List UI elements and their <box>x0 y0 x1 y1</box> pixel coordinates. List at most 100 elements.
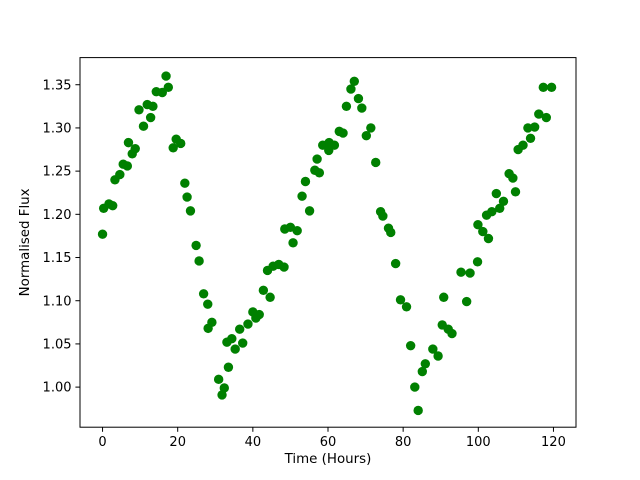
x-tick-label: 80 <box>395 435 412 450</box>
y-tick-label: 1.15 <box>43 251 72 266</box>
data-point <box>138 121 149 131</box>
data-point <box>134 105 144 115</box>
data-point <box>417 366 428 377</box>
data-point <box>180 178 190 188</box>
data-point <box>182 192 192 202</box>
data-point <box>518 140 528 150</box>
data-point <box>525 133 536 143</box>
y-axis: 1.00 1.05 1.10 1.15 1.20 1.25 1.30 1.35 <box>43 78 80 396</box>
data-point <box>478 226 488 237</box>
data-point <box>292 226 302 236</box>
data-points <box>97 71 557 416</box>
data-point <box>207 317 217 328</box>
x-tick-label: 60 <box>320 435 337 450</box>
data-point <box>115 169 125 180</box>
data-point <box>491 188 502 199</box>
data-point <box>529 122 540 132</box>
data-point <box>508 173 518 183</box>
data-point <box>410 382 420 392</box>
data-point <box>329 140 340 150</box>
data-point <box>353 93 364 104</box>
data-point <box>288 238 298 248</box>
data-point <box>357 103 367 113</box>
data-point <box>395 295 406 305</box>
data-point <box>413 405 423 416</box>
data-point <box>366 123 376 133</box>
x-tick-label: 0 <box>98 435 106 450</box>
data-point <box>498 196 509 207</box>
data-point <box>346 84 356 94</box>
data-point <box>371 157 381 168</box>
y-axis-label: Normalised Flux <box>18 188 33 296</box>
data-point <box>107 200 118 211</box>
data-point <box>386 227 396 238</box>
data-point <box>361 131 372 141</box>
data-point <box>510 187 521 197</box>
data-point <box>227 334 237 344</box>
data-point <box>495 203 505 213</box>
data-point <box>300 176 311 187</box>
data-point <box>349 76 360 86</box>
data-point <box>148 101 158 112</box>
data-point <box>312 154 322 164</box>
data-point <box>341 101 352 112</box>
x-tick-label: 120 <box>541 435 566 450</box>
data-point <box>130 143 140 154</box>
data-point <box>420 359 431 369</box>
data-point <box>230 344 240 354</box>
data-point <box>538 82 549 93</box>
data-point <box>541 112 552 123</box>
data-point <box>163 82 174 93</box>
data-point <box>254 309 264 320</box>
y-tick-label: 1.00 <box>43 381 72 396</box>
data-point <box>401 302 412 312</box>
data-point <box>487 207 497 217</box>
data-point <box>203 299 213 309</box>
y-tick-label: 1.30 <box>43 122 72 137</box>
data-point <box>534 109 544 119</box>
data-point <box>314 168 325 178</box>
data-point <box>461 296 472 307</box>
data-point <box>297 191 307 201</box>
y-tick-label: 1.35 <box>43 78 72 93</box>
data-point <box>122 161 133 171</box>
data-point <box>161 71 171 81</box>
data-point <box>338 128 348 138</box>
data-point <box>465 268 475 278</box>
data-point <box>405 340 416 351</box>
x-axis-label: Time (Hours) <box>284 452 372 467</box>
data-point <box>194 256 204 266</box>
data-point <box>168 143 178 153</box>
data-point <box>456 267 466 277</box>
x-tick-label: 100 <box>466 435 491 450</box>
data-point <box>428 344 438 354</box>
x-axis: 0 20 40 60 80 100 120 <box>98 427 566 450</box>
data-point <box>439 292 449 302</box>
data-point <box>176 138 186 149</box>
y-tick-label: 1.05 <box>43 338 72 353</box>
data-point <box>185 206 196 216</box>
data-point <box>472 257 483 267</box>
data-point <box>258 285 269 296</box>
data-point <box>198 289 209 299</box>
x-tick-label: 40 <box>245 435 262 450</box>
y-tick-label: 1.10 <box>43 294 72 309</box>
data-point <box>238 338 248 348</box>
y-tick-label: 1.20 <box>43 208 72 223</box>
data-point <box>97 229 108 239</box>
data-point <box>243 319 253 329</box>
data-point <box>483 233 494 244</box>
data-point <box>390 258 401 269</box>
y-tick-label: 1.25 <box>43 165 72 180</box>
data-point <box>123 137 134 148</box>
data-point <box>265 292 275 302</box>
data-point <box>191 240 201 251</box>
data-point <box>433 351 443 361</box>
data-point <box>378 211 388 221</box>
data-point <box>234 324 245 334</box>
data-point <box>304 206 315 216</box>
plot-area <box>79 57 577 428</box>
data-point <box>145 112 156 123</box>
